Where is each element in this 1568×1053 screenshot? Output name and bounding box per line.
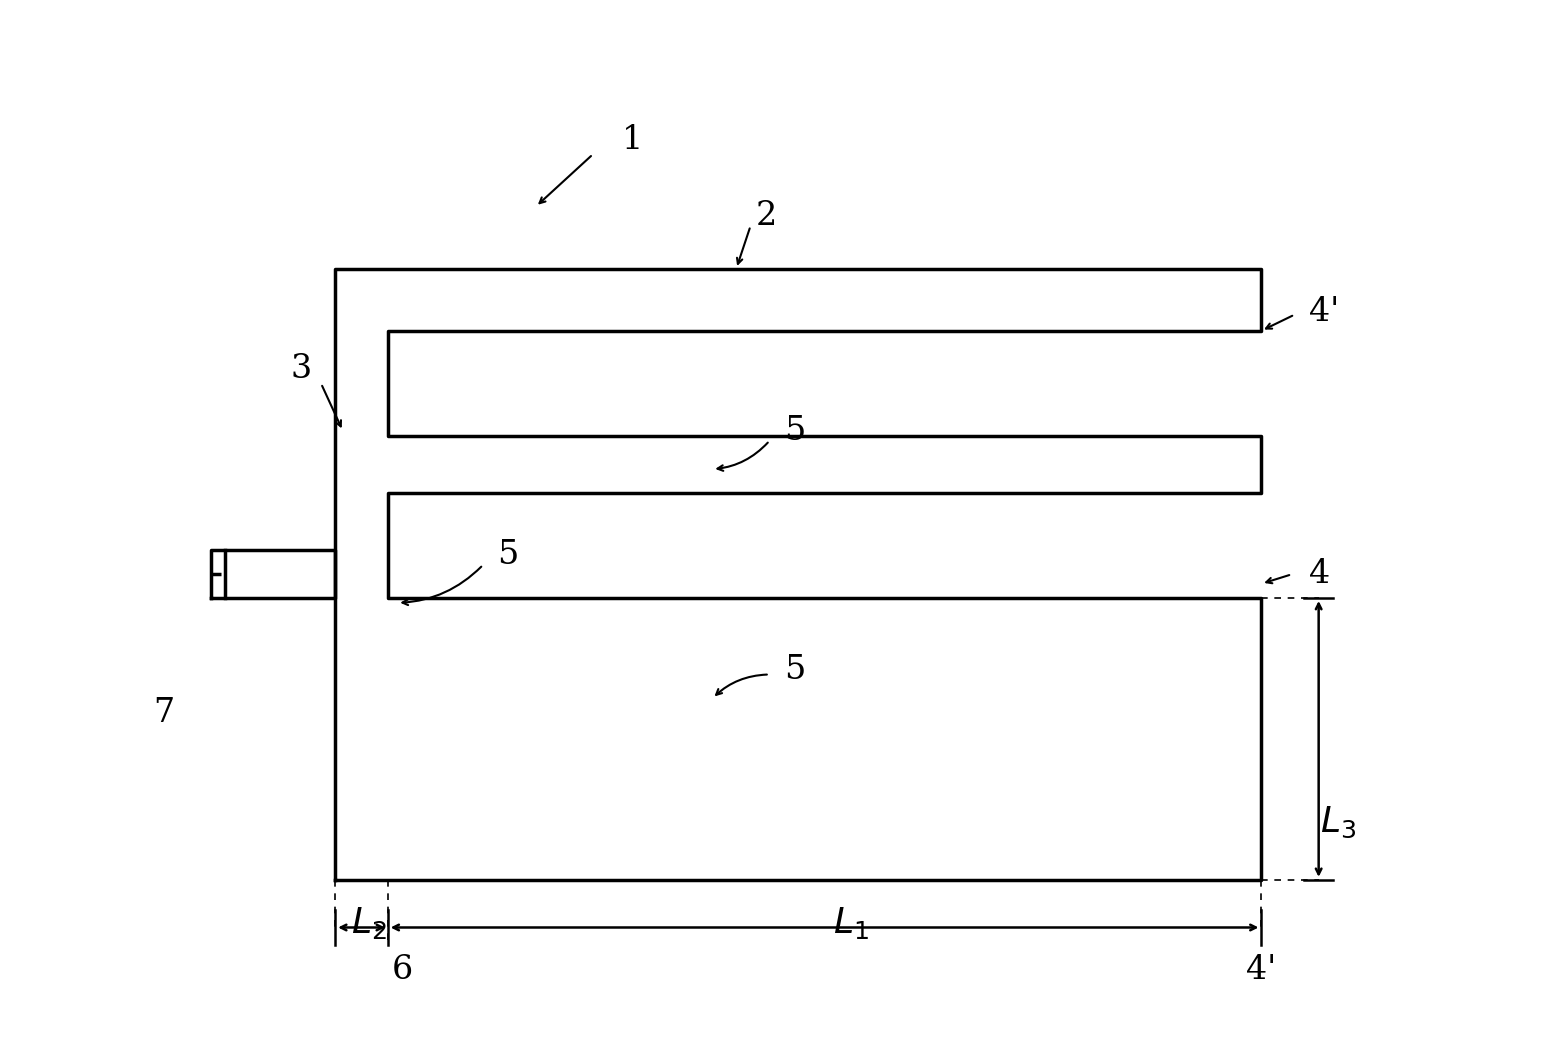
Text: 5: 5: [784, 415, 806, 448]
Text: 5: 5: [497, 539, 519, 571]
Text: $L_1$: $L_1$: [833, 905, 869, 940]
Text: 2: 2: [756, 200, 776, 233]
Text: 1: 1: [621, 124, 643, 156]
Text: $L_3$: $L_3$: [1320, 804, 1356, 840]
Text: 4: 4: [1309, 558, 1330, 591]
Text: 7: 7: [152, 697, 174, 729]
Text: 3: 3: [290, 353, 312, 385]
Text: 4': 4': [1309, 296, 1339, 327]
Text: 6: 6: [392, 954, 412, 987]
Text: $L_2$: $L_2$: [351, 905, 387, 940]
Text: 4': 4': [1247, 954, 1276, 987]
Text: 5: 5: [784, 654, 806, 686]
